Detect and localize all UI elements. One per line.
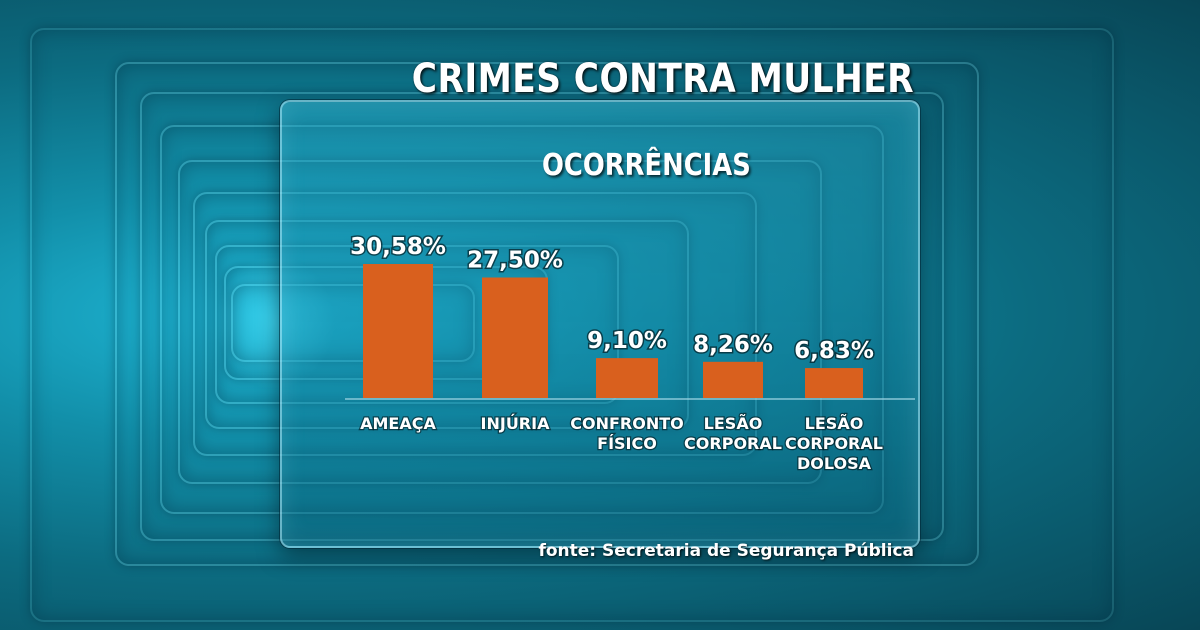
category-label: DOLOSA [797, 454, 872, 473]
bar [805, 368, 863, 398]
bar-value-label: 9,10% [587, 328, 667, 354]
category-label: CONFRONTO [570, 414, 684, 433]
background-frame [160, 125, 884, 514]
background-glow [215, 255, 335, 390]
background-frame [115, 62, 979, 566]
background-frame [205, 220, 689, 429]
bar [703, 361, 763, 398]
background-frame [140, 92, 944, 541]
category-label: INJÚRIA [481, 414, 551, 433]
bar-value-label: 6,83% [794, 338, 874, 364]
category-label: FÍSICO [597, 434, 657, 453]
source-note: fonte: Secretaria de Segurança Pública [538, 541, 914, 561]
category-label: AMEAÇA [360, 414, 436, 433]
background-frame [178, 160, 822, 484]
category-label: LESÃO [704, 414, 763, 433]
bar [596, 358, 658, 398]
category-label: CORPORAL [684, 434, 782, 453]
background-frame [30, 28, 1114, 622]
category-label: CORPORAL [785, 434, 883, 453]
bar-value-label: 8,26% [693, 332, 773, 358]
category-label: LESÃO [805, 414, 864, 433]
bar [363, 264, 433, 398]
background-frame [193, 192, 757, 456]
bar-value-label: 27,50% [467, 247, 563, 273]
bar-value-label: 30,58% [350, 234, 446, 260]
bar [482, 277, 548, 398]
chart-title: CRIMES CONTRA MULHER [411, 56, 914, 102]
